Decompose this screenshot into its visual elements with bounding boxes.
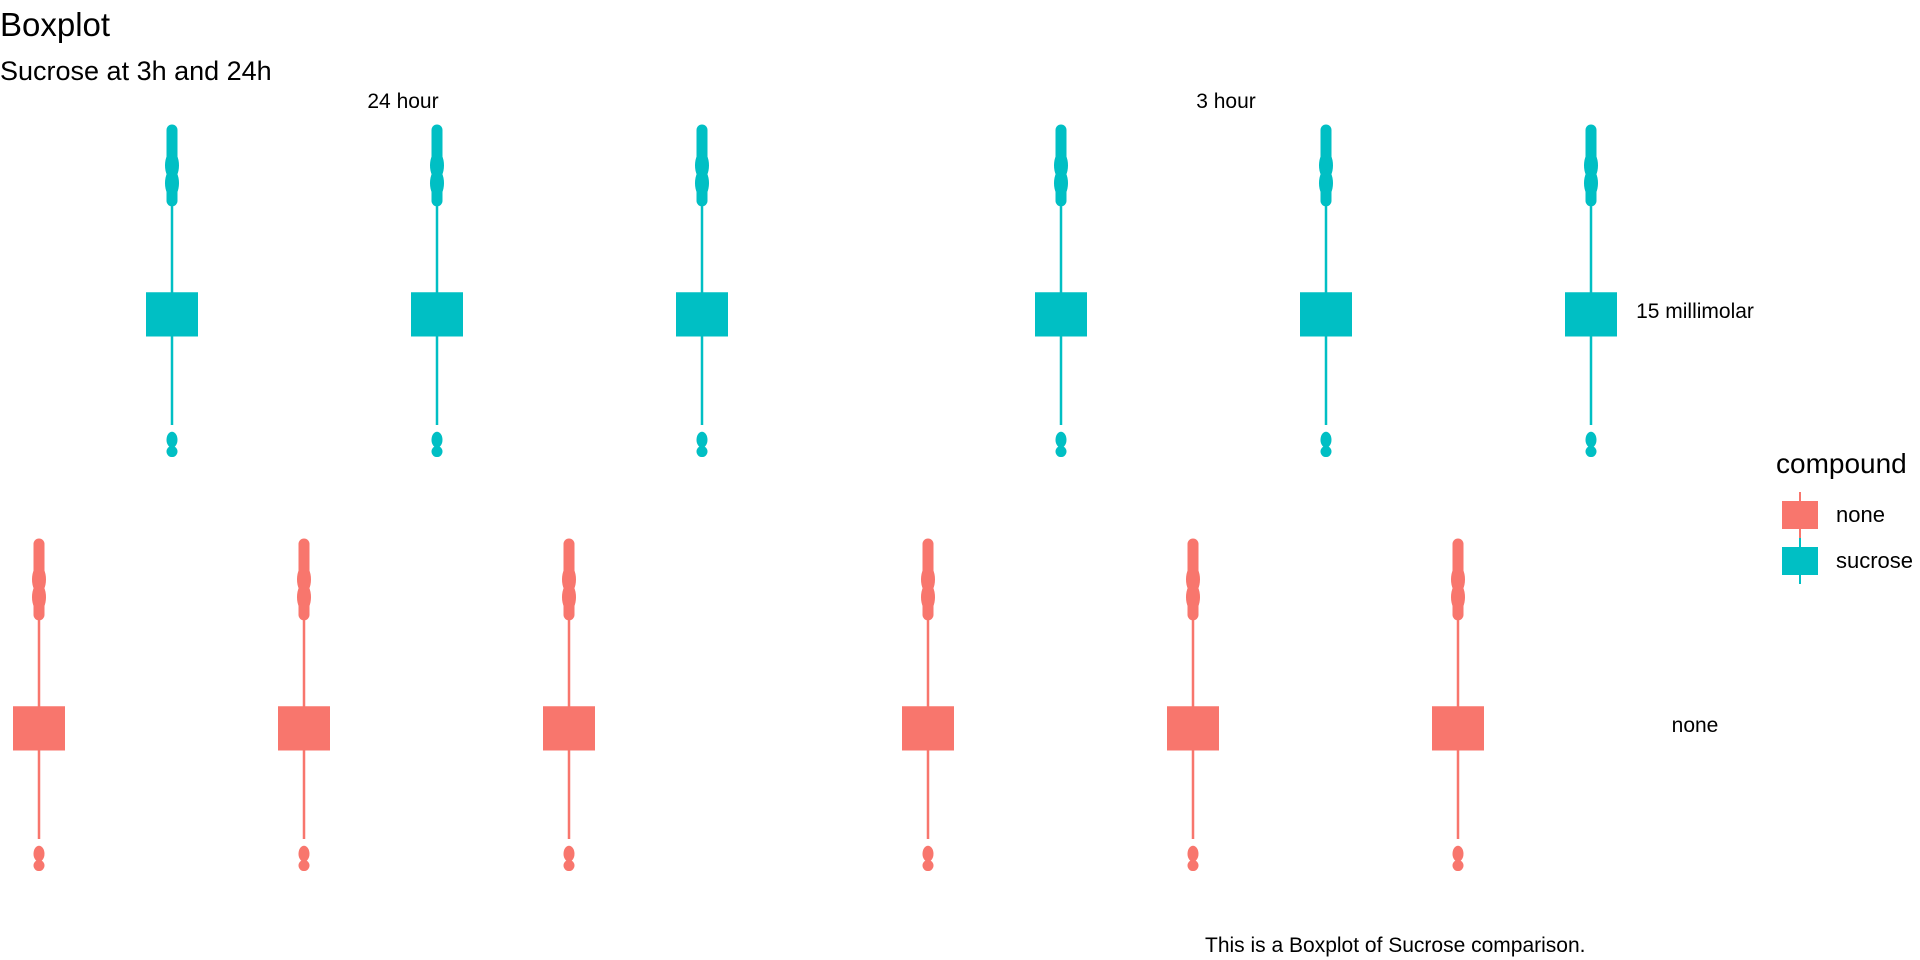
outlier-point (1187, 845, 1199, 862)
outlier-point (922, 845, 934, 862)
outlier-point (1451, 583, 1465, 612)
box (543, 706, 595, 751)
legend-item-sucrose: sucrose (1776, 538, 1913, 584)
boxplot-sucrose (676, 124, 728, 458)
outlier-point (33, 845, 45, 862)
outlier-point (1585, 446, 1597, 458)
outlier-point (1054, 169, 1068, 198)
chart-title: Boxplot (0, 6, 111, 43)
outlier-point (1585, 431, 1597, 448)
outlier-point (298, 860, 310, 872)
outlier-point (1584, 169, 1598, 198)
outlier-point (1319, 169, 1333, 198)
boxplot-none (13, 538, 65, 872)
box (13, 706, 65, 751)
legend-label-none: none (1836, 502, 1885, 527)
legend-key-none (1780, 492, 1820, 538)
boxplot-sucrose (1035, 124, 1087, 458)
facet-column-label: 24 hour (367, 90, 438, 113)
facet-row-label: none (1672, 714, 1719, 737)
outlier-point (32, 583, 46, 612)
box (278, 706, 330, 751)
outlier-point (165, 169, 179, 198)
chart-subtitle: Sucrose at 3h and 24h (0, 56, 272, 86)
legend-title: compound (1776, 448, 1907, 479)
boxplot-sucrose (146, 124, 198, 458)
outlier-point (563, 860, 575, 872)
box (1565, 292, 1617, 337)
box (1035, 292, 1087, 337)
boxplot-none (1167, 538, 1219, 872)
box (146, 292, 198, 337)
outlier-point (696, 446, 708, 458)
legend-item-none: none (1776, 492, 1913, 538)
outlier-point (696, 431, 708, 448)
outlier-point (166, 431, 178, 448)
box (411, 292, 463, 337)
outlier-point (430, 169, 444, 198)
outlier-point (1320, 446, 1332, 458)
outlier-point (1187, 860, 1199, 872)
outlier-point (1055, 431, 1067, 448)
outlier-point (1452, 860, 1464, 872)
outlier-point (1452, 845, 1464, 862)
outlier-point (166, 446, 178, 458)
outlier-point (562, 583, 576, 612)
legend-key-sucrose (1780, 538, 1820, 584)
outlier-point (33, 860, 45, 872)
boxplot-none (902, 538, 954, 872)
outlier-point (297, 583, 311, 612)
box (902, 706, 954, 751)
outlier-point (1320, 431, 1332, 448)
facet-column-label: 3 hour (1196, 90, 1256, 113)
box (1432, 706, 1484, 751)
chart-caption: This is a Boxplot of Sucrose comparison. (1205, 934, 1586, 957)
boxplot-none (278, 538, 330, 872)
legend: compound none sucrose (1776, 448, 1913, 584)
outlier-point (1186, 583, 1200, 612)
box (1167, 706, 1219, 751)
outlier-point (563, 845, 575, 862)
outlier-point (431, 431, 443, 448)
box (1300, 292, 1352, 337)
facet-row-label: 15 millimolar (1636, 300, 1754, 323)
boxplot-sucrose (1565, 124, 1617, 458)
outlier-point (695, 169, 709, 198)
outlier-point (922, 860, 934, 872)
outlier-point (431, 446, 443, 458)
boxplot-sucrose (1300, 124, 1352, 458)
boxplot-sucrose (411, 124, 463, 458)
outlier-point (298, 845, 310, 862)
boxplot-none (543, 538, 595, 872)
box (676, 292, 728, 337)
boxplot-none (1432, 538, 1484, 872)
outlier-point (921, 583, 935, 612)
legend-label-sucrose: sucrose (1836, 548, 1914, 573)
outlier-point (1055, 446, 1067, 458)
